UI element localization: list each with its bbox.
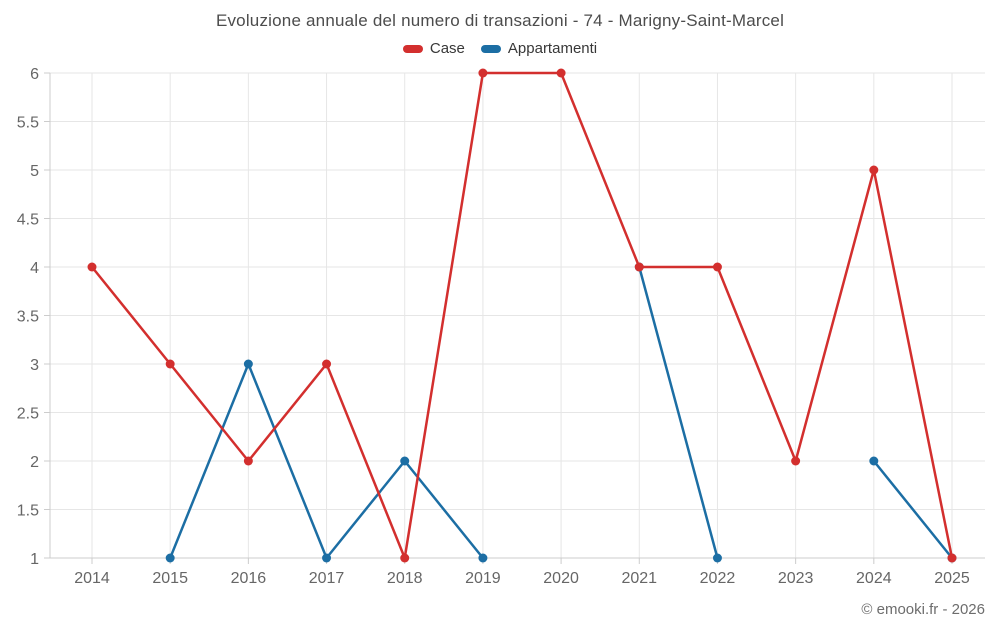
case-series-swatch-icon (402, 44, 423, 53)
legend-item-case[interactable]: Case (402, 40, 465, 57)
data-point-appartamenti-2024[interactable] (869, 456, 879, 466)
x-axis-label: 2021 (621, 570, 657, 587)
x-axis-label: 2023 (778, 570, 814, 587)
x-axis-label: 2017 (309, 570, 345, 587)
legend: Case Appartamenti (0, 40, 1000, 57)
data-point-case-2020[interactable] (556, 68, 566, 78)
legend-label-case: Case (429, 40, 465, 57)
attribution: © emooki.fr - 2026 (861, 601, 985, 618)
data-point-case-2017[interactable] (322, 359, 332, 369)
data-point-appartamenti-2022[interactable] (712, 553, 722, 563)
y-axis-label: 6 (30, 66, 39, 83)
y-axis-label: 4.5 (17, 212, 39, 229)
data-point-case-2018[interactable] (400, 553, 410, 563)
y-axis-label: 2 (30, 454, 39, 471)
y-axis-label: 3.5 (17, 309, 39, 326)
data-point-case-2023[interactable] (791, 456, 801, 466)
data-point-case-2014[interactable] (87, 262, 97, 272)
data-point-case-2019[interactable] (478, 68, 488, 78)
data-point-case-2021[interactable] (634, 262, 644, 272)
legend-item-appartamenti[interactable]: Appartamenti (480, 40, 598, 57)
x-axis-label: 2016 (231, 570, 267, 587)
y-axis-label: 3 (30, 357, 39, 374)
x-axis-label: 2014 (74, 570, 110, 587)
series-line-case (90, 71, 954, 560)
x-axis-label: 2024 (856, 570, 892, 587)
data-point-appartamenti-2016[interactable] (243, 359, 253, 369)
data-point-case-2022[interactable] (712, 262, 722, 272)
data-point-appartamenti-2017[interactable] (322, 553, 332, 563)
series-line-appartamenti (872, 459, 954, 560)
chart-title: Evoluzione annuale del numero di transaz… (215, 11, 785, 30)
y-axis-label: 5 (30, 163, 39, 180)
appartamenti-series-swatch-icon (480, 44, 501, 53)
data-point-case-2024[interactable] (869, 165, 879, 175)
y-axis-label: 1 (30, 551, 39, 568)
data-point-case-2025[interactable] (947, 553, 957, 563)
x-axis-label: 2025 (934, 570, 970, 587)
data-point-case-2016[interactable] (243, 456, 253, 466)
legend-label-appartamenti: Appartamenti (507, 40, 598, 57)
y-axis-label: 2.5 (17, 406, 39, 423)
x-axis-label: 2015 (152, 570, 188, 587)
y-axis-label: 4 (30, 260, 39, 277)
y-axis-label: 5.5 (17, 115, 39, 132)
y-axis-label: 1.5 (17, 503, 39, 520)
x-axis-label: 2019 (465, 570, 501, 587)
data-point-appartamenti-2018[interactable] (400, 456, 410, 466)
x-axis-label: 2022 (700, 570, 736, 587)
x-axis-label: 2020 (543, 570, 579, 587)
data-point-case-2015[interactable] (165, 359, 175, 369)
series-line-appartamenti (638, 265, 719, 560)
data-point-appartamenti-2015[interactable] (165, 553, 175, 563)
x-axis-label: 2018 (387, 570, 423, 587)
data-point-appartamenti-2019[interactable] (478, 553, 488, 563)
